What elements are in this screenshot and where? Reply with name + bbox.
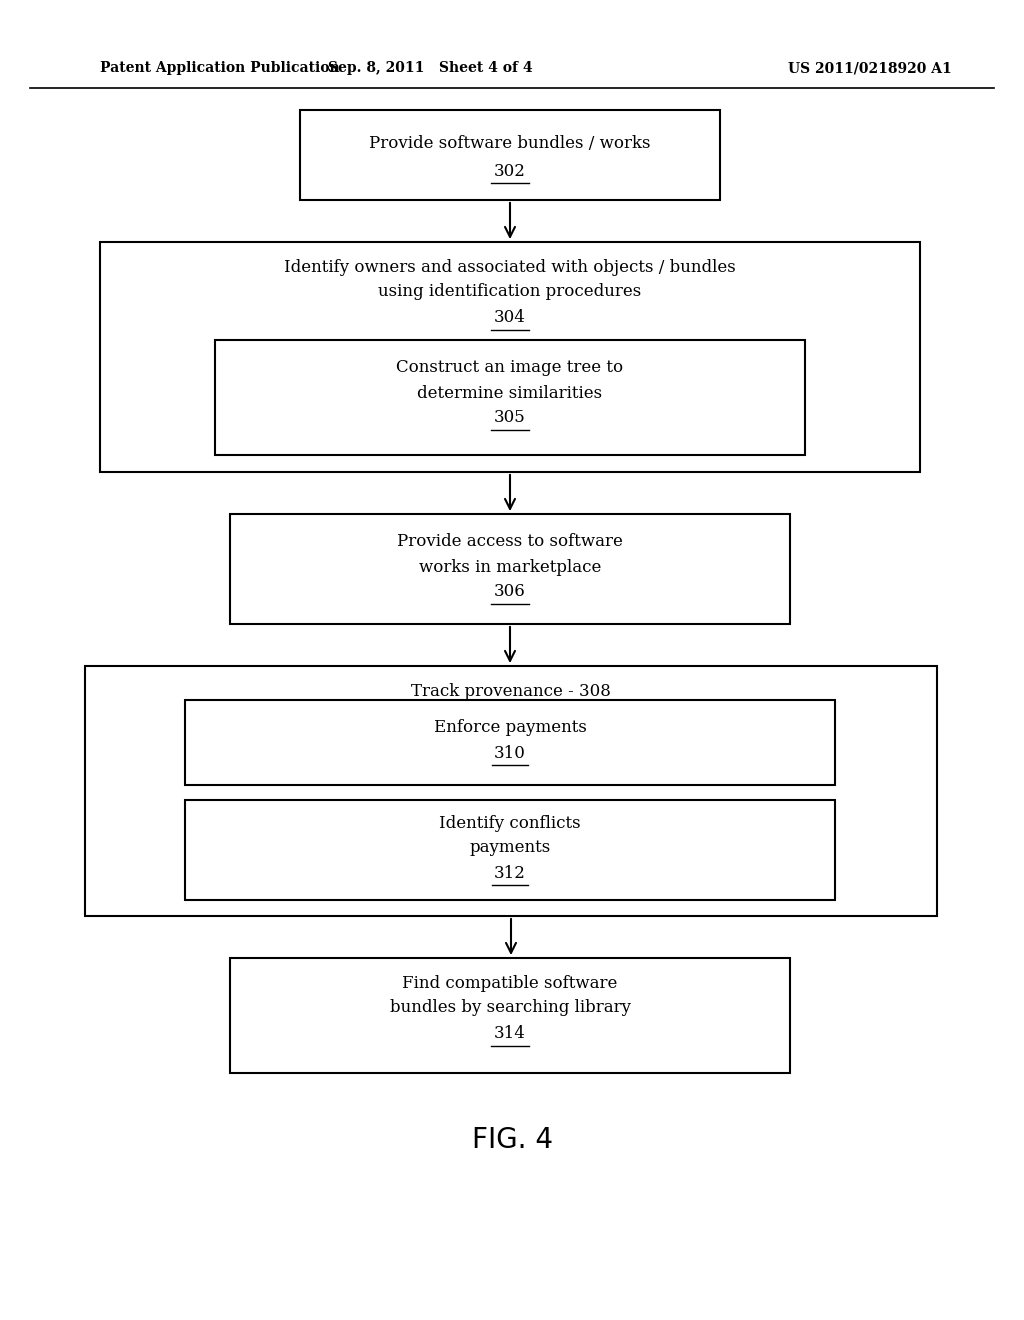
- Bar: [215, 341, 805, 455]
- Text: FIG. 4: FIG. 4: [471, 1126, 553, 1154]
- Text: Construct an image tree to: Construct an image tree to: [396, 359, 624, 376]
- Text: Enforce payments: Enforce payments: [433, 719, 587, 737]
- Text: works in marketplace: works in marketplace: [419, 558, 601, 576]
- Text: 310: 310: [494, 744, 526, 762]
- Bar: [185, 800, 835, 900]
- Bar: [185, 700, 835, 785]
- Text: Identify owners and associated with objects / bundles: Identify owners and associated with obje…: [284, 259, 736, 276]
- Text: payments: payments: [469, 840, 551, 857]
- Bar: [230, 958, 790, 1073]
- Text: Track provenance - 308: Track provenance - 308: [411, 682, 611, 700]
- Text: Sep. 8, 2011   Sheet 4 of 4: Sep. 8, 2011 Sheet 4 of 4: [328, 61, 532, 75]
- Text: 302: 302: [494, 162, 526, 180]
- Text: determine similarities: determine similarities: [418, 384, 602, 401]
- Text: 304: 304: [494, 309, 526, 326]
- Text: Provide software bundles / works: Provide software bundles / works: [370, 135, 650, 152]
- Bar: [230, 513, 790, 624]
- Text: Find compatible software: Find compatible software: [402, 974, 617, 991]
- Bar: [300, 110, 720, 201]
- Text: bundles by searching library: bundles by searching library: [389, 999, 631, 1016]
- Text: Provide access to software: Provide access to software: [397, 533, 623, 550]
- Text: US 2011/0218920 A1: US 2011/0218920 A1: [788, 61, 952, 75]
- Text: 305: 305: [495, 409, 526, 426]
- Text: Identify conflicts: Identify conflicts: [439, 814, 581, 832]
- Text: 306: 306: [495, 583, 526, 601]
- Bar: [100, 242, 920, 473]
- Text: using identification procedures: using identification procedures: [379, 284, 642, 301]
- Text: 312: 312: [494, 865, 526, 882]
- Text: 314: 314: [494, 1026, 526, 1043]
- Bar: [85, 667, 937, 916]
- Text: Patent Application Publication: Patent Application Publication: [100, 61, 340, 75]
